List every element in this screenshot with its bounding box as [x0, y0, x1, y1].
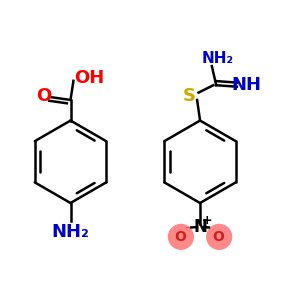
Text: S: S: [183, 86, 196, 104]
Text: +: +: [202, 214, 212, 226]
Text: NH₂: NH₂: [52, 223, 89, 241]
Text: NH: NH: [232, 76, 262, 94]
Text: NH₂: NH₂: [202, 51, 234, 66]
Text: ⁻: ⁻: [185, 225, 190, 236]
Text: O: O: [36, 86, 51, 104]
Text: N: N: [193, 218, 207, 236]
Text: O: O: [212, 230, 224, 244]
Text: OH: OH: [74, 69, 104, 87]
Circle shape: [207, 224, 232, 249]
Circle shape: [169, 224, 193, 249]
Text: O: O: [174, 230, 186, 244]
